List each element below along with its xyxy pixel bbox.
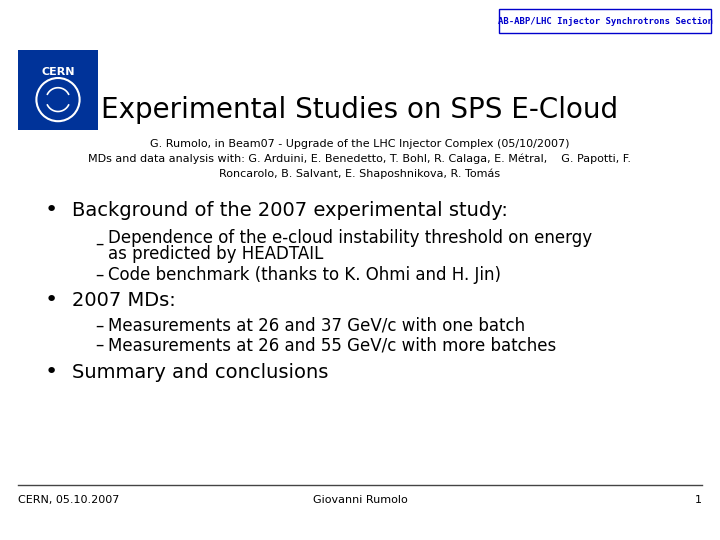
Text: •: • [45, 362, 58, 382]
Text: Summary and conclusions: Summary and conclusions [72, 362, 328, 381]
FancyBboxPatch shape [18, 50, 98, 130]
Text: –: – [95, 235, 104, 253]
Text: Code benchmark (thanks to K. Ohmi and H. Jin): Code benchmark (thanks to K. Ohmi and H.… [108, 266, 501, 284]
Text: as predicted by HEADTAIL: as predicted by HEADTAIL [108, 245, 323, 263]
Text: CERN: CERN [41, 68, 75, 77]
Text: G. Rumolo, in Beam07 - Upgrade of the LHC Injector Complex (05/10/2007): G. Rumolo, in Beam07 - Upgrade of the LH… [150, 139, 570, 149]
Text: •: • [45, 200, 58, 220]
Text: Giovanni Rumolo: Giovanni Rumolo [312, 495, 408, 505]
Text: –: – [95, 336, 104, 354]
Text: AB-ABP/LHC Injector Synchrotrons Section: AB-ABP/LHC Injector Synchrotrons Section [498, 17, 713, 25]
Text: Roncarolo, B. Salvant, E. Shaposhnikova, R. Tomás: Roncarolo, B. Salvant, E. Shaposhnikova,… [220, 168, 500, 179]
Text: Measurements at 26 and 55 GeV/c with more batches: Measurements at 26 and 55 GeV/c with mor… [108, 336, 557, 354]
Text: 1: 1 [695, 495, 702, 505]
Text: Measurements at 26 and 37 GeV/c with one batch: Measurements at 26 and 37 GeV/c with one… [108, 317, 525, 335]
Text: –: – [95, 266, 104, 284]
Text: –: – [95, 317, 104, 335]
Text: Background of the 2007 experimental study:: Background of the 2007 experimental stud… [72, 200, 508, 219]
Text: CERN, 05.10.2007: CERN, 05.10.2007 [18, 495, 120, 505]
Text: Dependence of the e-cloud instability threshold on energy: Dependence of the e-cloud instability th… [108, 229, 592, 247]
FancyBboxPatch shape [499, 9, 711, 33]
Text: 2007 MDs:: 2007 MDs: [72, 291, 176, 309]
Text: •: • [45, 290, 58, 310]
Text: Experimental Studies on SPS E-Cloud: Experimental Studies on SPS E-Cloud [102, 96, 618, 124]
Text: MDs and data analysis with: G. Arduini, E. Benedetto, T. Bohl, R. Calaga, E. Mét: MDs and data analysis with: G. Arduini, … [89, 154, 631, 164]
